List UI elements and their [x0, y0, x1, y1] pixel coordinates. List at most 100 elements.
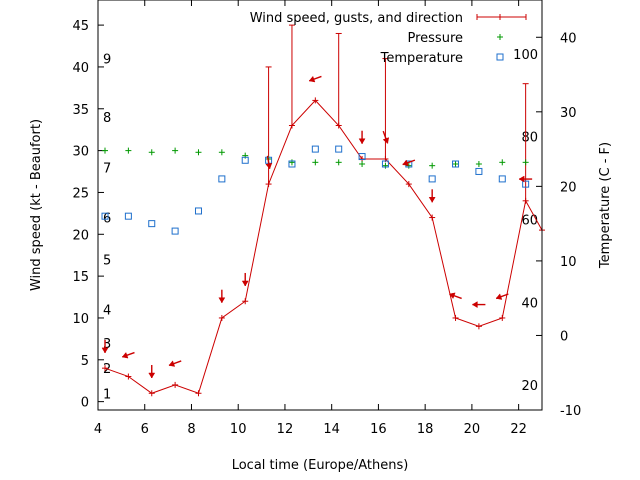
wind-direction-arrow — [382, 130, 390, 144]
temperature-point — [498, 175, 506, 183]
y2-tick-label: -10 — [560, 404, 581, 419]
wind-direction-arrow — [218, 289, 226, 304]
arrow-head — [121, 351, 129, 359]
fahrenheit-label: 60 — [521, 213, 538, 228]
ticks-layer: 4 6 8 10 12 14 16 18 20 22051015202530354045-1001… — [72, 0, 581, 437]
arrow-head — [402, 159, 409, 166]
arrow-head — [218, 297, 226, 304]
x-tick-label: 20 — [464, 422, 481, 437]
beaufort-label: 5 — [103, 253, 111, 268]
legend-temperature-marker — [496, 53, 504, 61]
arrow-head — [241, 280, 249, 287]
arrow-head — [168, 360, 176, 367]
temperature-layer — [101, 145, 530, 235]
x-tick-label: 8 — [187, 422, 195, 437]
arrow-head — [471, 301, 478, 309]
y2-tick-label: 20 — [560, 180, 577, 195]
y2-tick-label: 10 — [560, 255, 577, 270]
temperature-point — [428, 175, 436, 183]
x-tick-label: 12 — [277, 422, 294, 437]
arrow-head — [358, 138, 366, 145]
wind-direction-arrow — [308, 75, 322, 83]
wind-direction-arrow — [495, 293, 509, 300]
fahrenheit-label: 40 — [521, 296, 538, 311]
wind-direction-arrow — [358, 130, 366, 145]
arrow-layer — [101, 75, 533, 379]
legend-label-temp: Temperature — [380, 51, 463, 66]
arrow-head — [448, 292, 456, 300]
beaufort-label: 1 — [103, 387, 111, 402]
x-tick-label: 10 — [230, 422, 247, 437]
y2-tick-label: 0 — [560, 329, 568, 344]
arrow-head — [428, 197, 436, 203]
temperature-point — [124, 212, 132, 220]
temperature-point — [241, 156, 249, 164]
beaufort-label: 3 — [103, 337, 111, 352]
y-tick-label: 5 — [81, 354, 89, 369]
pressure-layer — [102, 147, 529, 169]
y-tick-label: 35 — [72, 103, 89, 118]
x-tick-label: 14 — [323, 422, 340, 437]
x-tick-label: 6 — [141, 422, 149, 437]
wind-direction-arrow — [148, 365, 156, 379]
wind-direction-arrow — [101, 339, 109, 354]
wind-direction-arrow — [402, 159, 416, 166]
legend: Wind speed, gusts, and direction Pressure… — [250, 11, 527, 66]
beaufort-label: 4 — [103, 304, 111, 319]
x-tick-label: 22 — [510, 422, 527, 437]
y2-tick-label: 40 — [560, 31, 577, 46]
wind-direction-arrow — [265, 155, 273, 170]
arrow-head — [382, 137, 390, 144]
wind-speed-line — [104, 99, 543, 394]
temperature-point — [311, 145, 319, 153]
arrow-head — [148, 372, 156, 379]
y-tick-label: 45 — [72, 19, 89, 34]
temperature-point — [358, 153, 366, 161]
arrow-head — [265, 162, 273, 170]
x-tick-label: 4 — [94, 422, 102, 437]
y-axis-title: Wind speed (kt - Beaufort) — [29, 119, 44, 291]
x-tick-label: 16 — [370, 422, 387, 437]
plot-border — [97, 0, 543, 411]
temperature-point — [171, 227, 179, 235]
arrow-head — [495, 293, 503, 300]
temperature-point — [452, 160, 460, 168]
y2-axis-title: Temperature (C - F) — [598, 142, 613, 269]
y-tick-label: 25 — [72, 186, 89, 201]
beaufort-label: 8 — [103, 111, 111, 126]
y-tick-label: 10 — [72, 312, 89, 327]
temperature-point — [101, 212, 109, 220]
wind-direction-arrow — [168, 360, 182, 367]
fahrenheit-label: 20 — [521, 379, 538, 394]
wind-direction-arrow — [241, 272, 249, 287]
temperature-point — [218, 175, 226, 183]
y-tick-label: 40 — [72, 61, 89, 76]
y-tick-label: 0 — [81, 396, 89, 411]
beaufort-label: 9 — [103, 53, 111, 68]
fahrenheit-label: 100 — [513, 48, 538, 63]
temperature-point — [288, 160, 296, 168]
temperature-point — [194, 207, 202, 215]
wind-direction-arrow — [448, 292, 462, 300]
y-tick-label: 20 — [72, 228, 89, 243]
legend-label-press: Pressure — [407, 31, 463, 46]
temperature-point — [148, 220, 156, 228]
x-axis-title: Local time (Europe/Athens) — [232, 458, 409, 473]
wind-layer — [102, 97, 545, 397]
y-tick-label: 30 — [72, 145, 89, 160]
temperature-point — [335, 145, 343, 153]
legend-label-wind: Wind speed, gusts, and direction — [250, 11, 463, 26]
temperature-point — [522, 180, 530, 188]
arrow-head — [308, 75, 316, 83]
temperature-point — [475, 167, 483, 175]
fahrenheit-label: 80 — [521, 131, 538, 146]
wind-direction-arrow — [518, 175, 533, 183]
wind-direction-arrow — [121, 351, 135, 359]
wind-direction-arrow — [471, 301, 486, 309]
beaufort-label: 7 — [103, 161, 111, 176]
wind-direction-arrow — [428, 189, 436, 203]
beaufort-label: 2 — [103, 362, 111, 377]
